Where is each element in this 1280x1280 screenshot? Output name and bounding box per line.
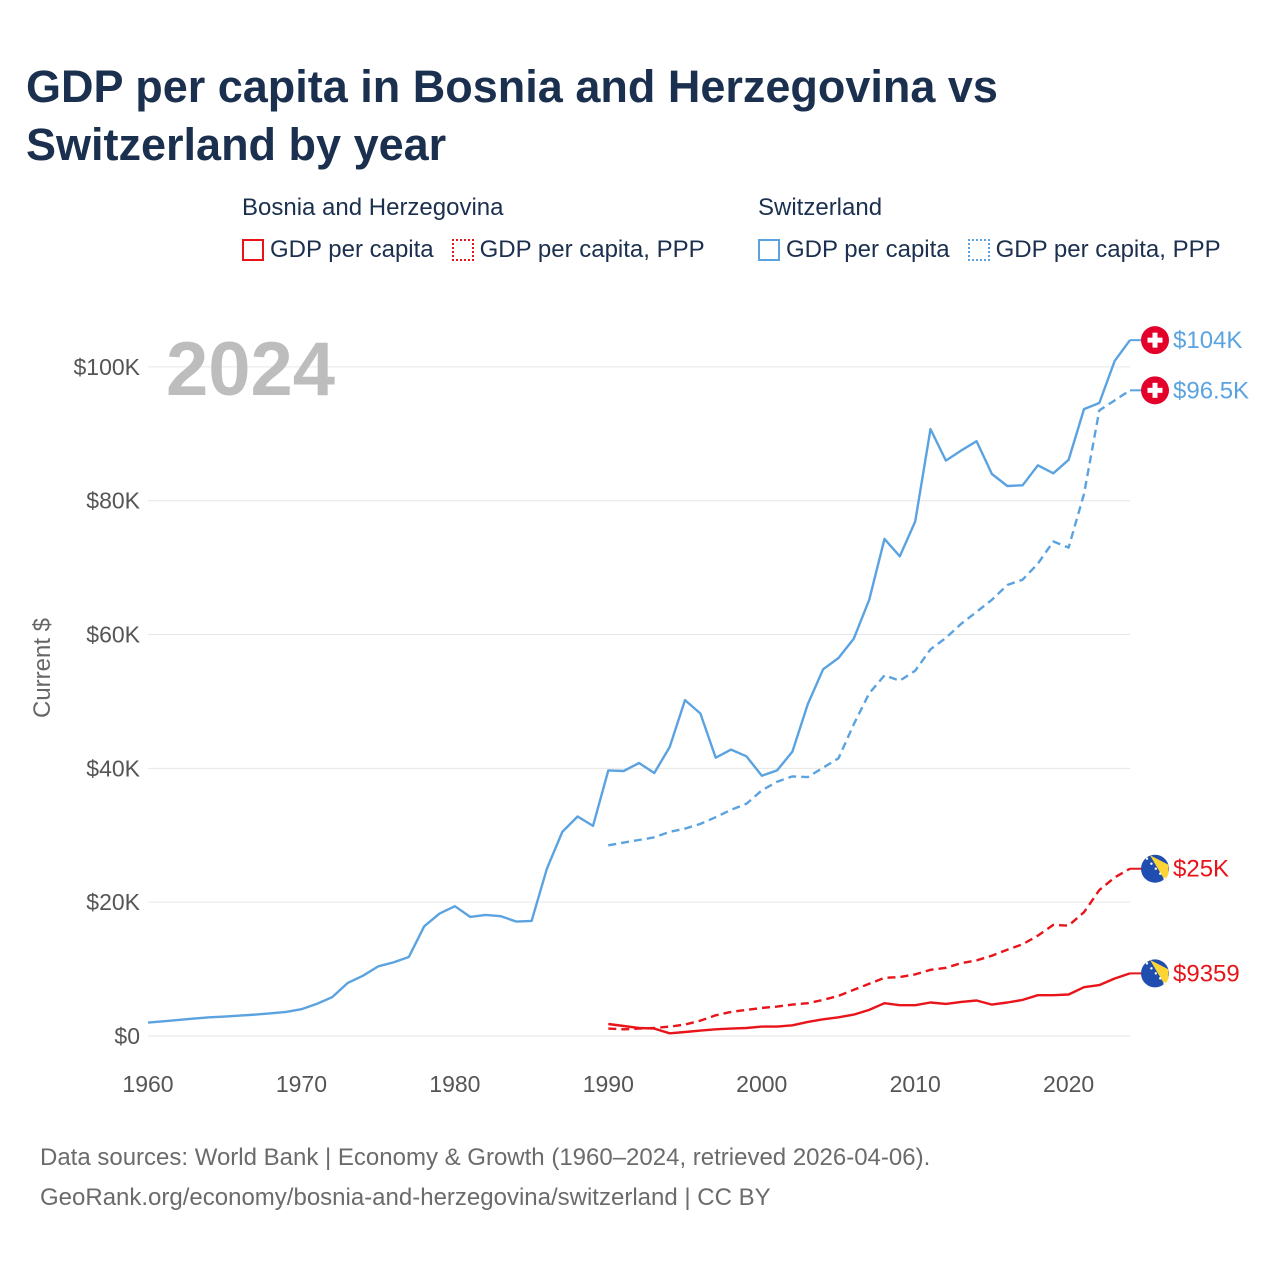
year-overlay: 2024: [166, 327, 335, 412]
legend-bosnia-gdp[interactable]: GDP per capita: [242, 236, 434, 264]
y-tick-label: $20K: [86, 889, 140, 915]
x-tick-label: 1970: [276, 1071, 327, 1097]
series-line-bosnia-solid: [608, 972, 1131, 1035]
y-tick-label: $60K: [86, 622, 140, 648]
legend-bosnia-ppp[interactable]: GDP per capita, PPP: [451, 236, 705, 264]
chart-title: GDP per capita in Bosnia and Herzegovina…: [26, 61, 998, 170]
x-tick-label: 1980: [429, 1071, 480, 1097]
legend-switzerland-ppp[interactable]: GDP per capita, PPP: [967, 236, 1221, 264]
bosnia-flag-star: [1145, 857, 1149, 860]
x-tick-label: 2020: [1043, 1071, 1094, 1097]
bosnia-flag-star: [1150, 967, 1153, 970]
end-value-label: $104K: [1173, 327, 1242, 354]
series-line-switzerland-dashed: [608, 389, 1131, 847]
swiss-flag-cross-v: [1152, 332, 1158, 348]
y-tick-label: $0: [114, 1023, 140, 1049]
legend-switzerland-gdp[interactable]: GDP per capita: [758, 236, 950, 264]
footer-url[interactable]: GeoRank.org/economy/bosnia-and-herzegovi…: [40, 1184, 771, 1211]
legend-bosnia-ppp-swatch: [451, 239, 474, 261]
bosnia-flag-triangle: [1150, 855, 1169, 881]
y-tick-label: $80K: [86, 488, 140, 514]
legend-bosnia-ppp-label: GDP per capita, PPP: [479, 236, 705, 263]
bosnia-flag-star: [1150, 862, 1153, 865]
x-tick-label: 1960: [122, 1071, 173, 1097]
bosnia-flag-star: [1154, 972, 1158, 975]
legend-bosnia-gdp-label: GDP per capita: [270, 236, 434, 263]
footer: Data sources: World Bank | Economy & Gro…: [40, 1138, 930, 1218]
legend-bosnia: Bosnia and Herzegovina GDP per capita GD…: [242, 194, 705, 264]
bosnia-flag-star: [1163, 877, 1166, 880]
series-line-bosnia-dashed: [608, 867, 1131, 1031]
end-value-label: $9359: [1173, 960, 1240, 987]
legend-switzerland-gdp-swatch: [758, 239, 780, 261]
bosnia-flag-star: [1163, 982, 1166, 985]
series-line-switzerland-solid: [147, 339, 1131, 1024]
x-tick-label: 1990: [583, 1071, 634, 1097]
end-value-label: $96.5K: [1173, 377, 1249, 404]
bosnia-flag-triangle: [1150, 959, 1169, 986]
legend-switzerland-gdp-label: GDP per capita: [786, 236, 950, 263]
y-axis-label: Current $: [29, 618, 56, 718]
legend-switzerland-title: Switzerland: [758, 194, 883, 221]
bosnia-flag-star: [1159, 872, 1162, 875]
x-tick-label: 2000: [736, 1071, 787, 1097]
legend-bosnia-gdp-swatch: [242, 239, 264, 261]
y-tick-label: $100K: [73, 354, 140, 380]
bosnia-flag-star: [1145, 962, 1149, 965]
legend-switzerland-ppp-swatch: [967, 239, 990, 261]
x-tick-label: 2010: [890, 1071, 941, 1097]
legend-bosnia-title: Bosnia and Herzegovina: [242, 194, 504, 221]
y-tick-label: $40K: [86, 755, 140, 781]
legend-switzerland: Switzerland GDP per capita GDP per capit…: [758, 194, 1221, 264]
bosnia-flag-star: [1154, 867, 1158, 870]
end-value-label: $25K: [1173, 856, 1229, 883]
swiss-flag-cross-v: [1152, 382, 1158, 398]
footer-sources: Data sources: World Bank | Economy & Gro…: [40, 1144, 931, 1171]
bosnia-flag-star: [1159, 977, 1162, 980]
legend-switzerland-ppp-label: GDP per capita, PPP: [995, 236, 1221, 263]
